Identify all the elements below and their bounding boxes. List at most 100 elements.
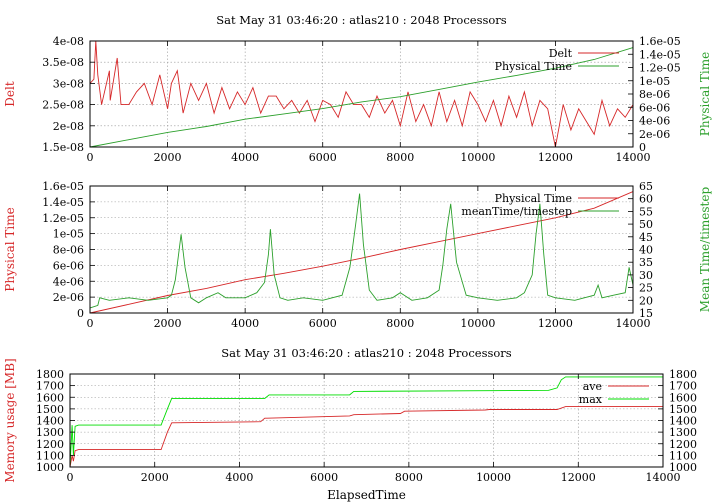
y-tick-label: 1300 (36, 426, 64, 439)
y2-tick-label: 1.6e-05 (639, 35, 681, 48)
x-tick-label: 2000 (154, 151, 182, 164)
x-tick-label: 8000 (386, 317, 414, 330)
legend-label: Physical Time (495, 192, 572, 205)
x-tick-label: 4000 (225, 471, 253, 484)
x-tick-label: 4000 (231, 151, 259, 164)
y2-axis-label: Physical Time (698, 52, 712, 136)
y-tick-label: 6e-06 (53, 259, 84, 272)
y-tick-label: 1400 (36, 415, 64, 428)
x-tick-label: 10000 (476, 471, 511, 484)
y2-tick-label: 1.4e-05 (639, 48, 681, 61)
plot-1: 0 2000 4000 6000 8000 10000 12000 14000 1.5e-08 2… (3, 13, 712, 164)
x-tick-label: 2000 (154, 317, 182, 330)
y2-tick-label: 8e-06 (639, 88, 670, 101)
x-tick-label: 10000 (460, 151, 495, 164)
x-tick-label: 14000 (616, 151, 651, 164)
series-line-delt (89, 40, 634, 148)
y2-tick-label: 60 (639, 193, 653, 206)
y-axis-label: Delt (3, 81, 17, 107)
x-tick-label: 0 (87, 151, 94, 164)
y-tick-label: 2e-08 (53, 120, 84, 133)
y-axis-label: Memory usage [MB] (3, 358, 17, 482)
y-tick-label: 4e-08 (53, 35, 84, 48)
y-tick-label: 1100 (36, 449, 64, 462)
x-tick-label: 12000 (538, 317, 573, 330)
y2-tick-label: 1500 (669, 403, 697, 416)
y-axis-label: Physical Time (3, 207, 17, 291)
series-line-max (69, 376, 663, 468)
y2-tick-label: 15 (639, 307, 653, 320)
series-line-physical-time (89, 47, 634, 148)
y-tick-label: 3.5e-08 (42, 56, 84, 69)
y-tick-label: 1800 (36, 368, 64, 381)
y-tick-label: 2.5e-08 (42, 99, 84, 112)
series-line-physical-time (89, 191, 634, 314)
y-tick-label: 1500 (36, 403, 64, 416)
series-line-ave (69, 406, 663, 468)
y-tick-label: 8e-06 (53, 244, 84, 257)
legend-label: meanTime/timestep (461, 205, 572, 218)
y2-tick-label: 4e-06 (639, 115, 670, 128)
x-tick-label: 6000 (310, 471, 338, 484)
y2-tick-label: 55 (639, 205, 653, 218)
plot-2: 0 2000 4000 6000 8000 10000 12000 1400002e-064e… (3, 180, 712, 330)
y2-tick-label: 25 (639, 282, 653, 295)
y2-tick-label: 0 (639, 141, 646, 154)
y-tick-label: 3e-08 (53, 77, 84, 90)
y-tick-label: 1200 (36, 438, 64, 451)
x-tick-label: 4000 (231, 317, 259, 330)
x-tick-label: 12000 (538, 151, 573, 164)
y-tick-label: 1.4e-05 (42, 196, 84, 209)
x-tick-label: 2000 (141, 471, 169, 484)
x-axis-label: ElapsedTime (327, 488, 406, 502)
y2-tick-label: 1400 (669, 415, 697, 428)
x-tick-label: 0 (67, 471, 74, 484)
y2-tick-label: 65 (639, 180, 653, 193)
y2-tick-label: 45 (639, 231, 653, 244)
y2-tick-label: 1300 (669, 426, 697, 439)
y2-tick-label: 30 (639, 269, 653, 282)
y2-tick-label: 1000 (669, 461, 697, 474)
series-line-meantime-timestep (89, 193, 634, 309)
y2-tick-label: 50 (639, 218, 653, 231)
x-tick-label: 14000 (616, 317, 651, 330)
x-tick-label: 0 (87, 317, 94, 330)
y-tick-label: 1.5e-08 (42, 141, 84, 154)
legend-label: max (579, 393, 603, 406)
legend-label: Physical Time (495, 60, 572, 73)
y2-tick-label: 1.2e-05 (639, 62, 681, 75)
y-tick-label: 1.2e-05 (42, 212, 84, 225)
y2-tick-label: 1700 (669, 380, 697, 393)
y-tick-label: 1700 (36, 380, 64, 393)
y-tick-label: 4e-06 (53, 275, 84, 288)
x-tick-label: 6000 (309, 151, 337, 164)
y2-tick-label: 6e-06 (639, 101, 670, 114)
x-tick-label: 14000 (646, 471, 681, 484)
x-tick-label: 12000 (561, 471, 596, 484)
legend-label: Delt (549, 47, 573, 60)
chart-title: Sat May 31 03:46:20 : atlas210 : 2048 Pr… (216, 13, 507, 27)
y2-tick-label: 20 (639, 294, 653, 307)
chart-title: Sat May 31 03:46:20 : atlas210 : 2048 Pr… (221, 346, 512, 360)
y-tick-label: 1000 (36, 461, 64, 474)
y-tick-label: 2e-06 (53, 291, 84, 304)
legend-label: ave (583, 380, 602, 393)
y2-tick-label: 1200 (669, 438, 697, 451)
y2-tick-label: 1800 (669, 368, 697, 381)
y-tick-label: 1e-05 (53, 228, 84, 241)
y2-tick-label: 1e-05 (639, 75, 670, 88)
y2-tick-label: 1600 (669, 391, 697, 404)
x-tick-label: 10000 (460, 317, 495, 330)
y2-tick-label: 40 (639, 244, 653, 257)
y2-axis-label: Mean Time/timestep (698, 187, 712, 313)
x-tick-label: 8000 (386, 151, 414, 164)
y-tick-label: 1600 (36, 391, 64, 404)
x-tick-label: 6000 (309, 317, 337, 330)
plot-3: 0 2000 4000 6000 8000 10000 12000 1400010001100… (3, 346, 697, 502)
y-tick-label: 0 (77, 307, 84, 320)
x-tick-label: 8000 (395, 471, 423, 484)
y2-tick-label: 35 (639, 256, 653, 269)
y2-tick-label: 2e-06 (639, 128, 670, 141)
y2-tick-label: 1100 (669, 449, 697, 462)
